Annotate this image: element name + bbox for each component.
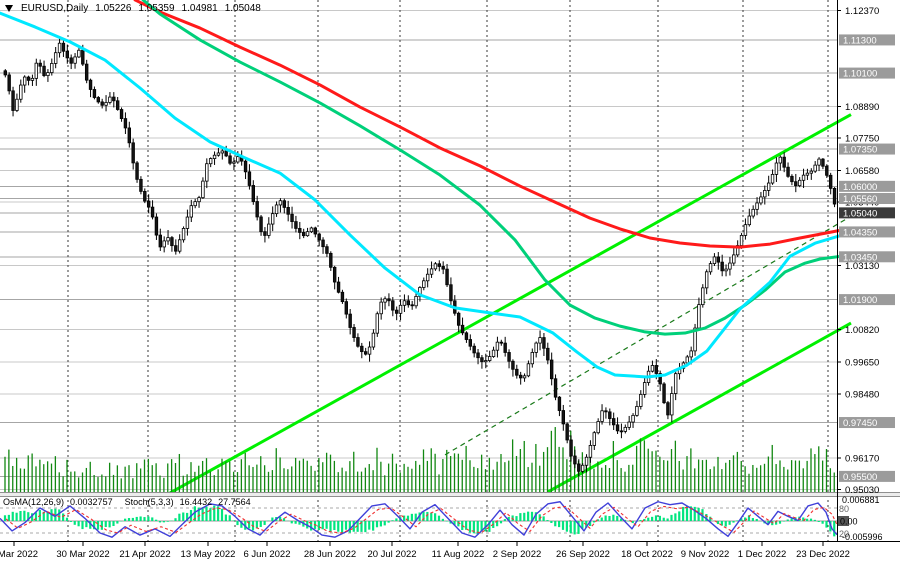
osma-label: OsMA(12,26,9) [3, 497, 65, 507]
date-tick-label: 23 Dec 2022 [796, 549, 850, 560]
date-tick-label: 6 Jun 2022 [243, 549, 290, 560]
trendline-dashed[interactable] [444, 214, 854, 456]
date-tick-label: 2 Sep 2022 [493, 549, 542, 560]
ohlc-high: 1.05359 [138, 3, 175, 14]
date-tick-label: 18 Oct 2022 [621, 549, 673, 560]
osma-min-label: -0.005996 [842, 532, 883, 542]
chart-header: EURUSD,Daily 1.05226 1.05359 1.04981 1.0… [5, 3, 261, 14]
stoch-20-label: 20 [839, 529, 849, 539]
stoch-k-line [0, 501, 837, 538]
date-tick-label: 30 Mar 2022 [56, 549, 109, 560]
price-level-label: 1.06000 [843, 182, 877, 193]
current-price-box [839, 207, 895, 219]
date-tick-label: 26 Sep 2022 [556, 549, 610, 560]
ma-mid-green [141, 0, 852, 336]
ohlc-low: 1.04981 [181, 3, 218, 14]
axes [0, 0, 900, 542]
price-level-label: 0.97450 [843, 418, 877, 429]
current-price-label: 1.05040 [843, 208, 877, 219]
price-tick-label: 1.00820 [845, 325, 879, 336]
price-level-box [839, 143, 895, 155]
price-level-label: 1.03450 [843, 252, 877, 263]
price-level-box [839, 192, 895, 204]
date-tick-label: 13 May 2022 [181, 549, 236, 560]
price-level-box [839, 226, 895, 238]
price-level-label: 1.11300 [843, 35, 877, 46]
ma-slow-red [133, 0, 844, 249]
osma-value: 0.0032757 [70, 497, 113, 507]
ohlc-open: 1.05226 [95, 3, 132, 14]
osma-zero-label: 0.00 [840, 517, 858, 527]
price-level-label: 1.04350 [843, 227, 877, 238]
price-tick-label: 1.03130 [845, 261, 879, 272]
volume-bars [4, 427, 835, 492]
date-axis-labels: 3 Mar 2022 30 Mar 2022 21 Apr 2022 13 May 2… [0, 542, 850, 560]
date-tick-label: 3 Mar 2022 [0, 549, 38, 560]
price-level-label: 0.95500 [843, 472, 877, 483]
price-axis-labels: 1.123701.088901.077501.065801.054401.031… [837, 6, 895, 496]
price-level-box [839, 67, 895, 79]
price-tick-label: 0.95030 [845, 485, 879, 496]
price-level-box [839, 180, 895, 192]
ohlc-close: 1.05048 [224, 3, 261, 14]
stoch-d-value: 27.7564 [218, 497, 251, 507]
price-level-label: 1.07350 [843, 145, 877, 156]
price-tick-label: 1.12370 [845, 6, 879, 17]
trend-channel-upper[interactable] [169, 113, 852, 495]
price-level-box [839, 34, 895, 46]
price-level-box [839, 470, 895, 482]
grid-lines [0, 9, 837, 490]
osma-current-marker [838, 516, 849, 526]
indicator-panel[interactable] [0, 501, 843, 538]
price-tick-label: 1.08890 [845, 102, 879, 113]
trend-channel-lower[interactable] [547, 321, 852, 494]
price-level-box [839, 251, 895, 263]
price-level-box [839, 294, 895, 306]
price-level-label: 1.10100 [843, 69, 877, 80]
stoch-80-label: 80 [839, 504, 849, 514]
date-tick-label: 21 Apr 2022 [119, 549, 170, 560]
stoch-label: Stoch(5,3,3) [124, 497, 174, 507]
date-tick-label: 20 Jul 2022 [367, 549, 416, 560]
symbol-title: EURUSD,Daily [21, 3, 89, 14]
indicator-label-row: OsMA(12,26,9) 0.0032757 Stoch(5,3,3) 16.… [3, 497, 251, 507]
date-tick-label: 28 Jun 2022 [304, 549, 356, 560]
date-tick-label: 1 Dec 2022 [738, 549, 787, 560]
price-tick-label: 1.06580 [845, 166, 879, 177]
price-level-box [839, 417, 895, 429]
stoch-k-value: 16.4432 [179, 497, 213, 507]
symbol-marker-icon [5, 5, 13, 12]
price-level-lines[interactable] [0, 39, 837, 477]
stoch-d-line [5, 505, 837, 534]
price-level-label: 1.01900 [843, 295, 877, 306]
price-tick-label: 1.07750 [845, 134, 879, 145]
panel-separator[interactable] [0, 492, 900, 498]
date-tick-label: 9 Nov 2022 [681, 549, 730, 560]
price-tick-label: 0.98480 [845, 390, 879, 401]
price-tick-label: 0.99650 [845, 357, 879, 368]
ma-fast-cyan [0, 11, 850, 379]
osma-max-label: 0.006881 [842, 495, 880, 505]
price-tick-label: 0.96170 [845, 453, 879, 464]
date-tick-label: 11 Aug 2022 [432, 549, 485, 560]
price-level-label: 1.05560 [843, 194, 877, 205]
